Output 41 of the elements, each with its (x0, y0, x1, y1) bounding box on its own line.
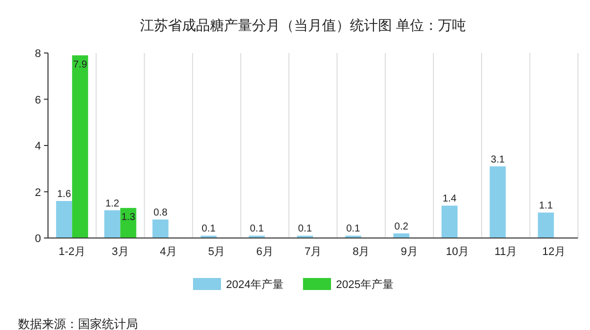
data-label: 1.6 (57, 189, 72, 200)
legend-label: 2024年产量 (226, 278, 284, 291)
bar (538, 212, 554, 238)
y-tick-label: 4 (34, 140, 41, 152)
x-tick-label: 7月 (304, 246, 322, 258)
x-tick-label: 10月 (446, 246, 470, 258)
data-label: 0.8 (154, 208, 168, 218)
bar (152, 220, 168, 238)
bar (104, 210, 120, 238)
data-label: 0.1 (250, 224, 264, 235)
data-label: 1.3 (121, 212, 136, 223)
x-tick-label: 4月 (160, 246, 178, 258)
x-tick-label: 8月 (352, 246, 370, 258)
bar (56, 201, 72, 238)
x-tick-label: 1-2月 (58, 246, 86, 258)
bar (442, 206, 458, 238)
x-tick-label: 3月 (112, 246, 129, 258)
data-label: 0.1 (202, 224, 216, 235)
data-label: 0.1 (346, 224, 361, 235)
x-tick-label: 5月 (208, 246, 226, 258)
y-tick-label: 8 (34, 48, 41, 60)
x-tick-label: 11月 (494, 246, 517, 258)
data-label: 0.1 (298, 224, 312, 235)
chart-title: 江苏省成品糖产量分月（当月值）统计图 单位：万吨 (140, 17, 466, 33)
y-tick-label: 2 (34, 186, 41, 199)
bar (490, 166, 506, 238)
data-label: 7.9 (73, 59, 88, 70)
data-label: 3.1 (490, 154, 506, 166)
legend-label: 2025年产量 (336, 278, 394, 291)
y-tick-label: 6 (34, 94, 41, 106)
x-tick-label: 9月 (400, 246, 418, 258)
data-label: 1.2 (105, 198, 120, 210)
data-label: 1.1 (538, 200, 554, 212)
data-label: 0.2 (394, 221, 409, 232)
x-tick-label: 12月 (542, 246, 566, 258)
bar (72, 55, 88, 238)
bar (120, 208, 136, 238)
x-tick-label: 6月 (256, 246, 274, 258)
y-tick-label: 0 (34, 233, 41, 245)
data-label: 1.4 (442, 194, 457, 205)
source-note: 数据来源：国家统计局 (18, 317, 138, 330)
